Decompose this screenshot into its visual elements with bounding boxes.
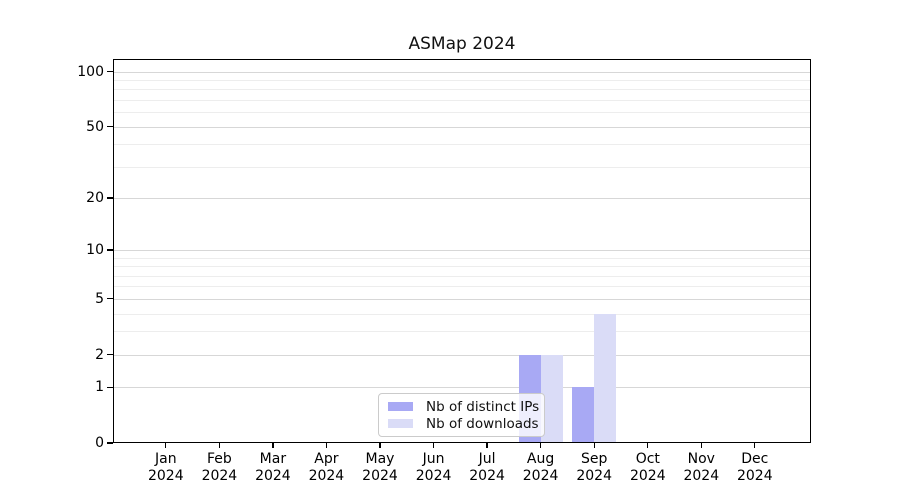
minor-gridline — [113, 331, 811, 333]
y-tick-label: 1 — [95, 379, 104, 396]
minor-gridline — [113, 266, 811, 268]
x-tick-mark — [165, 443, 167, 448]
bar-aug-series1 — [540, 354, 563, 443]
x-tick-label: Apr 2024 — [308, 451, 345, 484]
minor-gridline — [113, 286, 811, 288]
x-tick-mark — [218, 443, 221, 448]
x-tick-mark — [325, 443, 328, 448]
minor-gridline — [113, 144, 811, 146]
y-tick-label: 0 — [95, 435, 104, 451]
y-tick-mark — [107, 298, 113, 300]
major-gridline — [113, 197, 811, 199]
plot-area: Nb of distinct IPs Nb of downloads — [113, 59, 811, 443]
legend: Nb of distinct IPs Nb of downloads — [378, 393, 545, 437]
x-tick-label: Dec 2024 — [736, 451, 773, 484]
x-tick-mark — [647, 443, 649, 448]
x-tick-mark — [379, 443, 381, 448]
axes-spines — [113, 59, 811, 443]
x-tick-label: Sep 2024 — [576, 451, 612, 484]
major-gridline — [113, 387, 811, 389]
bar-sep-series1 — [594, 313, 617, 443]
y-tick-label: 2 — [95, 346, 104, 363]
chart-title: ASMap 2024 — [408, 34, 516, 54]
x-tick-label: Nov 2024 — [683, 451, 720, 484]
x-tick-label: May 2024 — [362, 451, 398, 484]
x-tick-label: Aug 2024 — [522, 451, 559, 484]
major-gridline — [113, 126, 811, 128]
x-tick-label: Feb 2024 — [201, 451, 238, 484]
x-tick-mark — [539, 443, 542, 448]
minor-gridline — [113, 257, 811, 259]
major-gridline — [113, 250, 811, 251]
y-tick-mark — [107, 442, 113, 444]
legend-item: Nb of downloads — [388, 415, 539, 432]
x-tick-label: Jul 2024 — [469, 451, 505, 484]
minor-gridline — [113, 166, 811, 168]
x-tick-mark — [486, 443, 488, 448]
x-tick-mark — [272, 443, 274, 448]
y-tick-mark — [107, 70, 113, 73]
minor-gridline — [113, 275, 811, 277]
bar-sep-series0 — [572, 387, 595, 443]
minor-gridline — [113, 99, 811, 101]
y-tick-label: 10 — [86, 242, 104, 258]
x-tick-label: Jun 2024 — [415, 451, 452, 484]
major-gridline — [113, 354, 811, 356]
minor-gridline — [113, 79, 811, 81]
legend-label: Nb of downloads — [426, 415, 539, 432]
minor-gridline — [113, 112, 811, 114]
x-tick-label: Jan 2024 — [147, 451, 184, 484]
minor-gridline — [113, 89, 811, 91]
x-tick-mark — [700, 443, 702, 448]
y-tick-mark — [107, 125, 113, 128]
y-tick-mark — [107, 197, 113, 199]
legend-label: Nb of distinct IPs — [426, 398, 540, 415]
legend-swatch-series1 — [388, 418, 413, 429]
x-tick-mark — [754, 443, 756, 448]
x-tick-label: Oct 2024 — [629, 451, 666, 484]
x-tick-mark — [432, 443, 435, 448]
major-gridline — [113, 298, 811, 300]
y-tick-mark — [107, 386, 113, 388]
legend-item: Nb of distinct IPs — [388, 398, 540, 415]
y-tick-label: 20 — [86, 189, 104, 206]
x-tick-label: Mar 2024 — [255, 451, 291, 484]
y-tick-label: 50 — [86, 118, 104, 135]
y-tick-mark — [107, 249, 113, 251]
major-gridline — [113, 71, 811, 73]
x-tick-mark — [593, 443, 595, 448]
y-tick-label: 5 — [95, 290, 104, 307]
legend-swatch-series0 — [388, 401, 413, 412]
y-tick-label: 100 — [77, 63, 104, 80]
y-tick-mark — [107, 353, 113, 356]
minor-gridline — [113, 313, 811, 315]
